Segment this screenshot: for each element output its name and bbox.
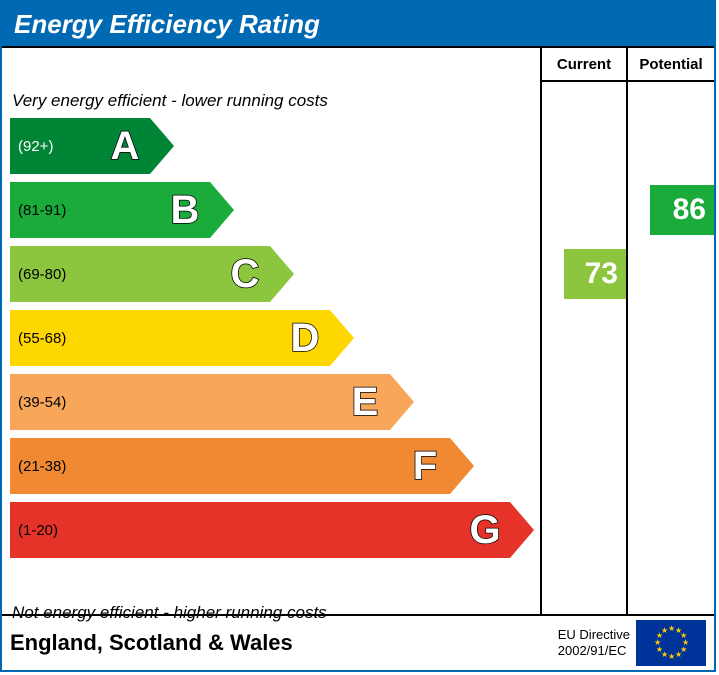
eu-star-icon: ★ xyxy=(675,652,681,658)
eu-star-icon: ★ xyxy=(668,654,674,660)
note-top: Very energy efficient - lower running co… xyxy=(2,86,540,116)
eu-star-icon: ★ xyxy=(654,640,660,646)
band-g: (1-20) G xyxy=(10,502,510,558)
header-current: Current xyxy=(542,48,628,82)
directive-line1: EU Directive xyxy=(558,627,630,642)
bar-track: (92+) A (81-91) B (69-80) C (55-68) D (39-54) E (2… xyxy=(2,118,540,598)
potential-rating-pointer-value: 86 xyxy=(673,193,706,227)
band-c: (69-80) C xyxy=(10,246,270,302)
eu-star-icon: ★ xyxy=(661,628,667,634)
band-letter: G xyxy=(469,508,500,553)
band-range: (39-54) xyxy=(18,394,340,411)
chart-title: Energy Efficiency Rating xyxy=(14,9,320,40)
eu-star-icon: ★ xyxy=(668,626,674,632)
band-letter: B xyxy=(171,188,200,233)
band-letter: A xyxy=(111,124,140,169)
header-row: Current Potential xyxy=(2,48,714,82)
header-spacer xyxy=(2,48,542,82)
band-d: (55-68) D xyxy=(10,310,330,366)
header-potential: Potential xyxy=(628,48,714,82)
eu-flag-icon: ★★★★★★★★★★★★ xyxy=(636,620,706,666)
band-letter: E xyxy=(352,380,379,425)
current-rating-pointer-value: 73 xyxy=(585,257,618,291)
band-range: (21-38) xyxy=(18,458,400,475)
band-letter: C xyxy=(231,252,260,297)
band-letter: F xyxy=(413,444,437,489)
band-range: (92+) xyxy=(18,138,100,155)
current-column: 73 xyxy=(542,82,628,614)
footer-directive: EU Directive 2002/91/EC xyxy=(558,627,630,658)
body-area: Very energy efficient - lower running co… xyxy=(2,82,714,614)
band-f: (21-38) F xyxy=(10,438,450,494)
title-bar: Energy Efficiency Rating xyxy=(2,2,714,46)
band-e: (39-54) E xyxy=(10,374,390,430)
potential-rating-pointer: 86 xyxy=(650,185,714,235)
band-range: (69-80) xyxy=(18,266,220,283)
current-rating-pointer: 73 xyxy=(564,249,626,299)
footer-region: England, Scotland & Wales xyxy=(10,630,558,656)
band-letter: D xyxy=(291,316,320,361)
band-range: (1-20) xyxy=(18,522,460,539)
band-a: (92+) A xyxy=(10,118,150,174)
chart-grid: Current Potential Very energy efficient … xyxy=(2,46,714,616)
band-b: (81-91) B xyxy=(10,182,210,238)
potential-column: 86 xyxy=(628,82,714,614)
directive-line2: 2002/91/EC xyxy=(558,643,627,658)
eu-star-icon: ★ xyxy=(656,647,662,653)
footer: England, Scotland & Wales EU Directive 2… xyxy=(2,616,714,670)
band-range: (55-68) xyxy=(18,330,280,347)
epc-chart: Energy Efficiency Rating Current Potenti… xyxy=(0,0,716,672)
band-range: (81-91) xyxy=(18,202,160,219)
bars-column: Very energy efficient - lower running co… xyxy=(2,82,542,614)
